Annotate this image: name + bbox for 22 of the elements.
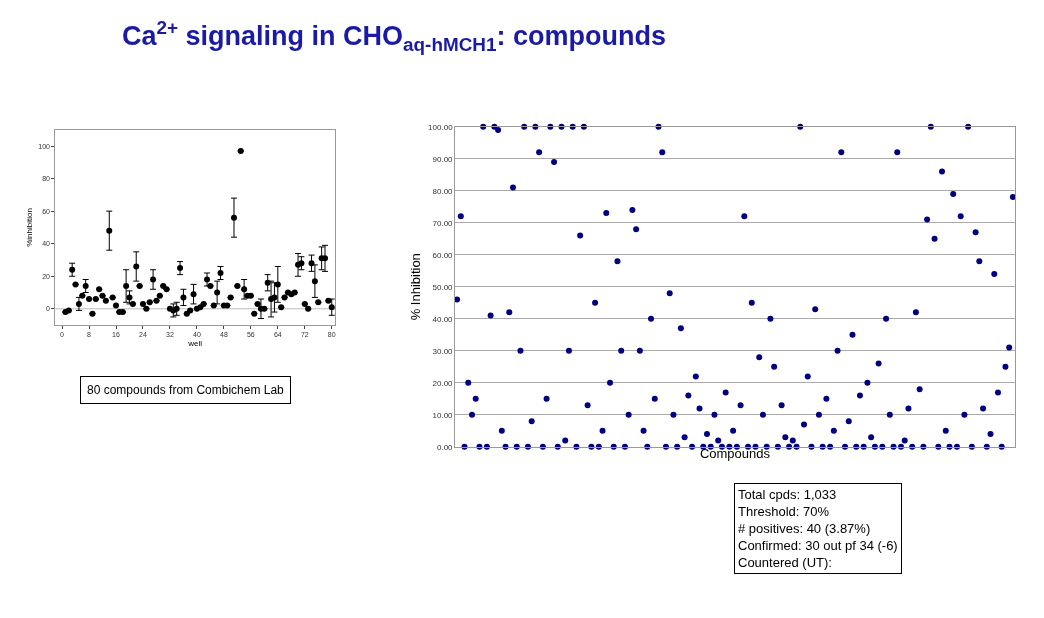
- y-tick-label: 20.00: [432, 378, 454, 388]
- x-axis-title: well: [187, 338, 203, 348]
- text: Threshold: 70%: [738, 503, 830, 519]
- y-tick-label: 100.00: [428, 122, 454, 132]
- text: # positives: 40 (3.87%): [738, 520, 871, 536]
- y-tick-label: 0.00: [437, 442, 454, 452]
- y-tick-label: 90.00: [432, 154, 454, 164]
- x-axis-title: Compounds: [699, 446, 771, 462]
- y-tick-label: 40.00: [432, 314, 454, 324]
- y-tick-label: 10.00: [432, 410, 454, 420]
- text: 80 compounds from Combichem Lab: [87, 383, 285, 397]
- y-tick-label: 60.00: [432, 250, 454, 260]
- y-tick-label: 80.00: [432, 186, 454, 196]
- text: Ca$^{2+}$ signaling in CHO$_{aq-hMCH1}$: compounds: [122, 17, 666, 56]
- text: Total cpds: 1,033: [738, 487, 837, 502]
- text: Countered (UT):: [738, 554, 832, 570]
- y-tick-label: 70.00: [432, 218, 454, 228]
- y-tick-label: 30.00: [432, 346, 454, 356]
- y-axis-title: %inhibition: [24, 208, 34, 247]
- text: Confirmed: 30 out pf 34 (-6): [738, 537, 898, 553]
- y-axis-title: % Inhibition: [408, 253, 424, 321]
- y-tick-label: 50.00: [432, 282, 454, 292]
